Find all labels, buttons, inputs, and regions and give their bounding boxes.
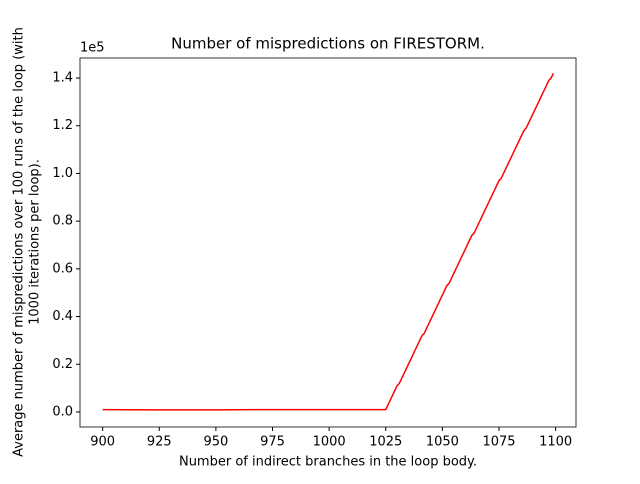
x-axis-label: Number of indirect branches in the loop …	[179, 455, 477, 470]
y-tick-label: 0.4	[52, 309, 73, 324]
x-tick-label: 900	[90, 435, 115, 450]
offset-label: 1e5	[80, 41, 105, 56]
x-tick-label: 925	[147, 435, 172, 450]
y-tick-label: 0.0	[52, 404, 73, 419]
y-axis-label: Average number of mispredictions over 10…	[12, 27, 27, 457]
x-tick-label: 975	[260, 435, 285, 450]
x-tick-label: 1025	[369, 435, 402, 450]
x-tick-label: 1050	[426, 435, 459, 450]
x-tick-label: 1075	[482, 435, 515, 450]
chart-title: Number of mispredictions on FIRESTORM.	[171, 35, 485, 53]
y-tick-label: 1.4	[52, 71, 73, 86]
axes-frame	[79, 57, 577, 428]
y-tick-label: 1.2	[52, 118, 73, 133]
y-axis-label: 1000 iterations per loop).	[28, 159, 43, 325]
y-tick-label: 0.6	[52, 261, 73, 276]
y-tick-label: 0.8	[52, 214, 73, 229]
x-tick-label: 1000	[313, 435, 346, 450]
x-tick-label: 950	[203, 435, 228, 450]
x-tick-label: 1100	[539, 435, 572, 450]
y-tick-label: 0.2	[52, 357, 73, 372]
y-tick-label: 1.0	[52, 166, 73, 181]
line-series	[102, 72, 555, 411]
